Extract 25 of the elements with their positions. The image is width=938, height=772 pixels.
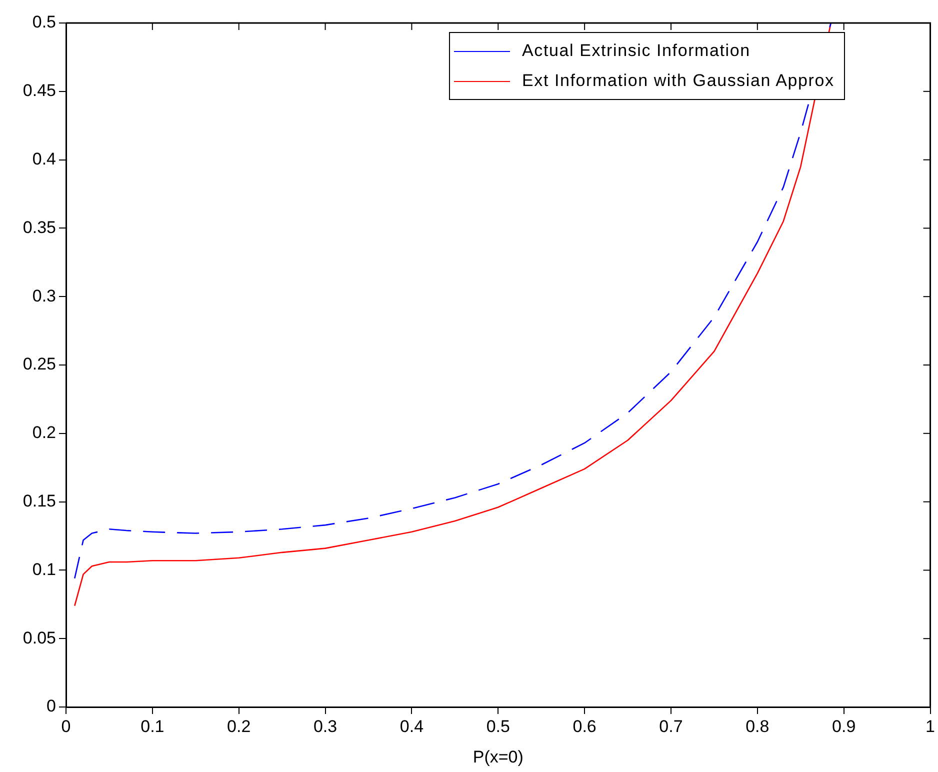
y-tick-label: 0.25 [22,354,56,374]
x-tick-label: 1 [926,716,936,736]
x-tick-label: 0.6 [572,716,596,736]
x-tick-label: 0.9 [832,716,856,736]
x-tick-label: 0 [61,716,71,736]
y-tick-label: 0.1 [32,560,56,579]
y-tick-label: 0.15 [22,491,56,510]
x-tick-label: 0.1 [140,716,164,736]
y-tick-label: 0.3 [32,286,56,306]
x-axis-title: P(x=0) [472,747,524,766]
y-tick-label: 0.05 [22,628,56,648]
x-tick-label: 0.5 [486,716,510,736]
legend-label: Ext Information with Gaussian Approx [522,71,834,91]
y-tick-label: 0.35 [22,218,56,237]
y-tick-label: 0.5 [32,12,56,32]
legend-label: Actual Extrinsic Information [522,41,750,61]
x-tick-label: 0.2 [227,716,251,736]
x-tick-label: 0.7 [659,716,683,736]
y-tick-label: 0 [46,696,56,716]
x-tick-label: 0.3 [313,716,338,736]
y-tick-label: 0.2 [32,423,56,442]
x-tick-label: 0.8 [746,716,770,736]
y-tick-label: 0.4 [32,149,56,168]
y-tick-label: 0.45 [22,81,56,100]
x-tick-label: 0.4 [400,716,424,736]
